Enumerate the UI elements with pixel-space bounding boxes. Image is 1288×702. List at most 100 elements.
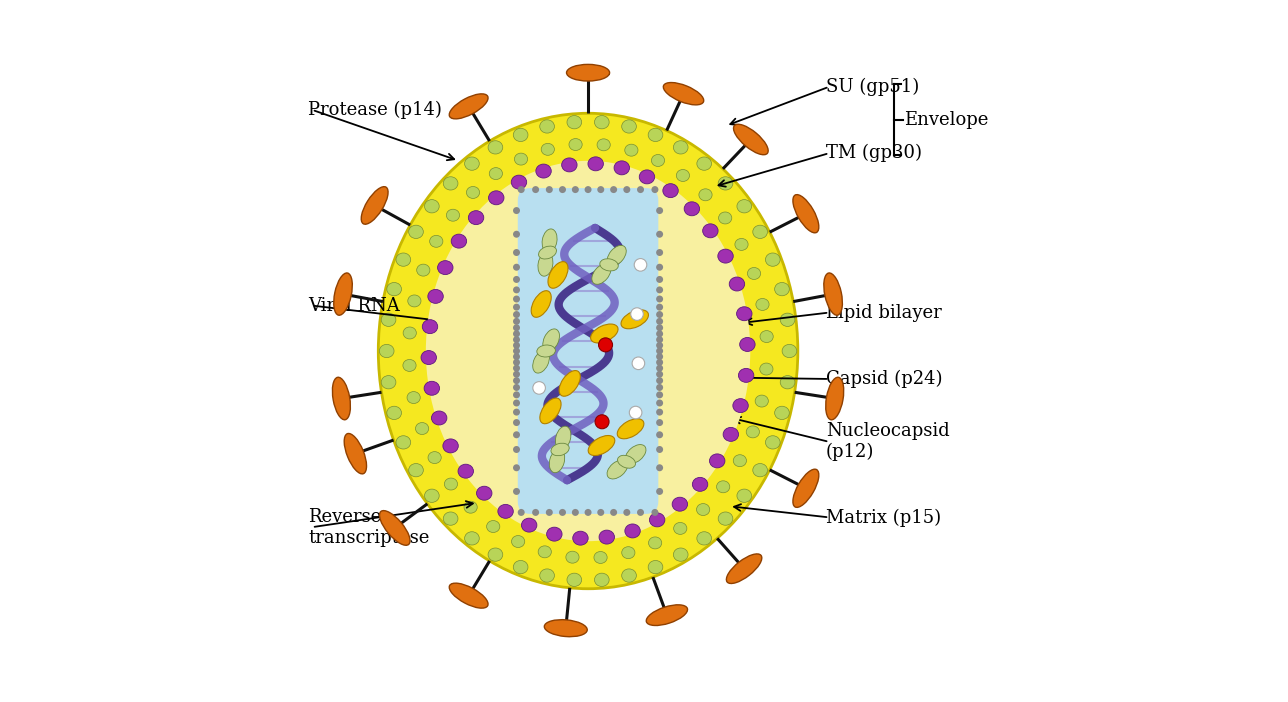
Ellipse shape <box>697 531 711 545</box>
Ellipse shape <box>598 509 604 516</box>
Ellipse shape <box>538 546 551 558</box>
Ellipse shape <box>513 347 520 355</box>
Ellipse shape <box>735 239 748 251</box>
Ellipse shape <box>676 169 689 181</box>
Ellipse shape <box>622 547 635 559</box>
Ellipse shape <box>465 157 479 171</box>
Ellipse shape <box>450 583 488 608</box>
Ellipse shape <box>674 548 688 562</box>
Ellipse shape <box>469 211 484 225</box>
Ellipse shape <box>403 327 416 339</box>
Ellipse shape <box>513 359 520 366</box>
Ellipse shape <box>572 509 578 516</box>
Ellipse shape <box>431 411 447 425</box>
Ellipse shape <box>656 264 663 271</box>
Ellipse shape <box>403 359 416 371</box>
Ellipse shape <box>672 497 688 511</box>
Ellipse shape <box>540 120 554 133</box>
FancyBboxPatch shape <box>518 188 658 514</box>
Ellipse shape <box>513 342 520 349</box>
Ellipse shape <box>719 177 733 190</box>
Ellipse shape <box>617 456 635 468</box>
Ellipse shape <box>559 186 565 193</box>
Ellipse shape <box>733 455 747 467</box>
Ellipse shape <box>542 329 559 352</box>
Ellipse shape <box>569 138 582 150</box>
Ellipse shape <box>513 336 520 343</box>
Ellipse shape <box>760 363 773 375</box>
Ellipse shape <box>693 477 708 491</box>
Ellipse shape <box>656 336 663 343</box>
Ellipse shape <box>733 399 748 413</box>
Ellipse shape <box>518 509 524 516</box>
Ellipse shape <box>632 357 645 369</box>
Ellipse shape <box>533 350 550 373</box>
Ellipse shape <box>663 184 679 198</box>
Ellipse shape <box>513 249 520 256</box>
Ellipse shape <box>425 489 439 503</box>
Ellipse shape <box>737 307 752 321</box>
Ellipse shape <box>459 464 474 478</box>
Ellipse shape <box>774 282 790 296</box>
Ellipse shape <box>562 158 577 172</box>
Ellipse shape <box>656 371 663 378</box>
Ellipse shape <box>447 209 460 221</box>
Ellipse shape <box>614 161 630 175</box>
Ellipse shape <box>656 207 663 214</box>
Ellipse shape <box>513 371 520 378</box>
Ellipse shape <box>430 235 443 247</box>
Ellipse shape <box>697 503 710 515</box>
Ellipse shape <box>513 364 520 371</box>
Ellipse shape <box>532 509 540 516</box>
Ellipse shape <box>824 273 842 315</box>
Ellipse shape <box>443 439 459 453</box>
Ellipse shape <box>737 489 752 503</box>
Ellipse shape <box>656 464 663 471</box>
Ellipse shape <box>565 551 580 563</box>
Ellipse shape <box>656 391 663 398</box>
Ellipse shape <box>781 313 795 326</box>
Ellipse shape <box>611 509 617 516</box>
Ellipse shape <box>585 186 591 193</box>
Ellipse shape <box>656 231 663 238</box>
Ellipse shape <box>674 140 688 154</box>
Ellipse shape <box>488 140 502 154</box>
Ellipse shape <box>638 186 644 193</box>
Ellipse shape <box>538 253 553 276</box>
Ellipse shape <box>533 382 545 395</box>
Ellipse shape <box>719 212 732 224</box>
Text: Reverse
transcriptase: Reverse transcriptase <box>308 508 430 547</box>
Ellipse shape <box>573 531 589 545</box>
Ellipse shape <box>381 376 395 389</box>
Ellipse shape <box>408 295 421 307</box>
Ellipse shape <box>344 433 367 474</box>
Ellipse shape <box>656 359 663 366</box>
Ellipse shape <box>638 509 644 516</box>
Ellipse shape <box>656 431 663 438</box>
Ellipse shape <box>765 436 781 449</box>
Ellipse shape <box>531 291 551 317</box>
Ellipse shape <box>538 246 556 259</box>
Text: Protease (p14): Protease (p14) <box>308 100 442 119</box>
Ellipse shape <box>513 399 520 406</box>
Ellipse shape <box>451 234 466 248</box>
Text: TM (gp30): TM (gp30) <box>826 144 922 162</box>
Ellipse shape <box>540 398 562 424</box>
Ellipse shape <box>513 331 520 338</box>
Ellipse shape <box>513 353 520 360</box>
Ellipse shape <box>589 435 614 456</box>
Ellipse shape <box>428 451 442 463</box>
Ellipse shape <box>551 443 569 456</box>
Ellipse shape <box>511 175 527 189</box>
Ellipse shape <box>648 560 663 574</box>
Ellipse shape <box>464 501 478 513</box>
Ellipse shape <box>426 161 751 541</box>
Ellipse shape <box>546 186 553 193</box>
Ellipse shape <box>729 277 744 291</box>
Ellipse shape <box>421 350 437 364</box>
Ellipse shape <box>513 446 520 453</box>
Ellipse shape <box>513 276 520 283</box>
Ellipse shape <box>594 552 607 564</box>
Ellipse shape <box>408 463 424 477</box>
Ellipse shape <box>625 524 640 538</box>
